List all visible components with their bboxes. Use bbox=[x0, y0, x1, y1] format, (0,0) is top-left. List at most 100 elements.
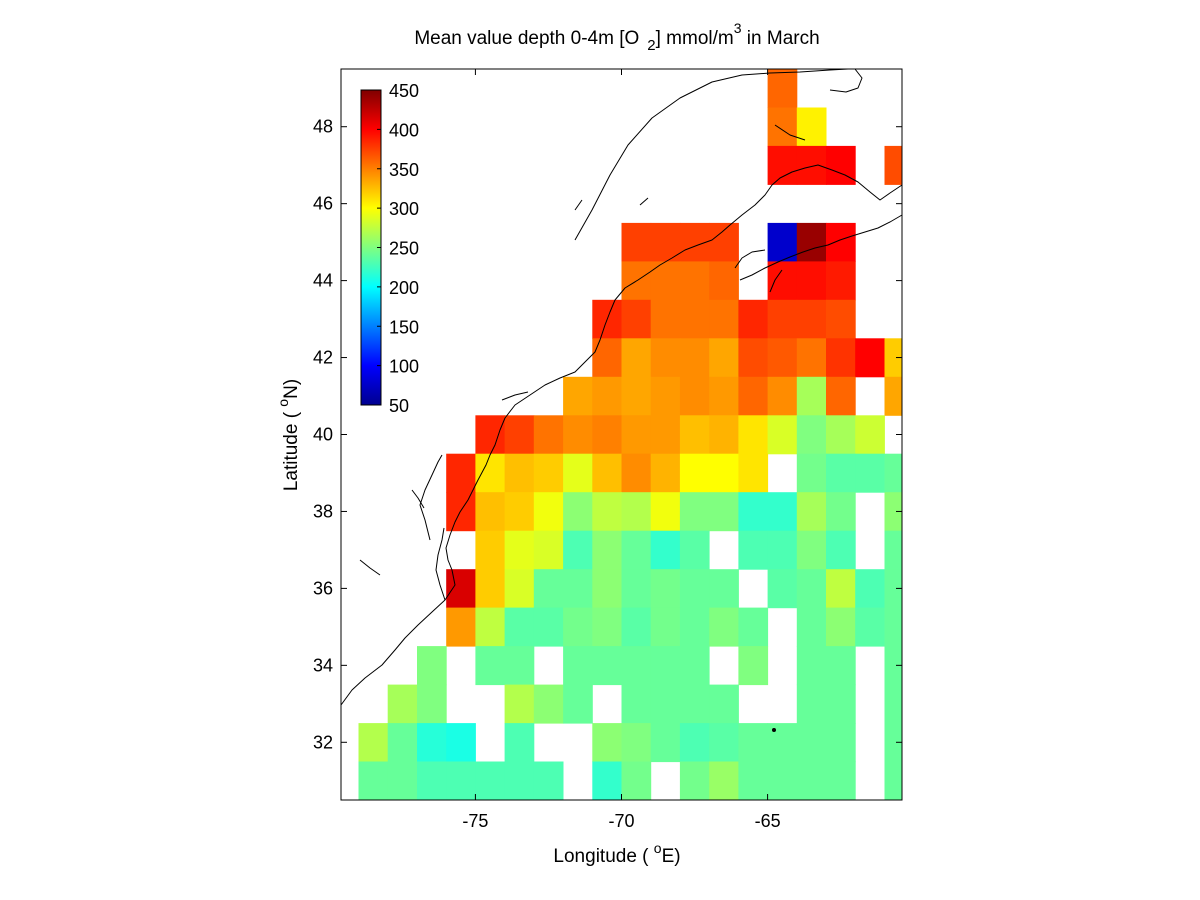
heatmap-cell bbox=[563, 607, 593, 647]
y-tick-label: 34 bbox=[313, 655, 333, 675]
heatmap-cell bbox=[738, 530, 769, 570]
heatmap-cell bbox=[826, 145, 856, 185]
chart-title: Mean value depth 0-4m [O 2] mmol/m3 in Ma… bbox=[414, 20, 819, 54]
heatmap-cell bbox=[796, 569, 827, 609]
heatmap-cell bbox=[884, 761, 903, 801]
heatmap-cell bbox=[563, 646, 593, 686]
colorbar-ticks: 50 100 150 200 250 300 350 400 450 bbox=[377, 81, 419, 416]
heatmap-cell bbox=[563, 684, 593, 724]
heatmap-cell bbox=[592, 569, 622, 609]
coastline-segment bbox=[359, 559, 381, 576]
y-tick-label: 44 bbox=[313, 271, 333, 291]
heatmap-cell bbox=[563, 415, 593, 455]
heatmap-cell bbox=[767, 415, 798, 455]
coastline-segment bbox=[829, 68, 863, 93]
heatmap-cell bbox=[446, 453, 476, 493]
colorbar-tick-label: 100 bbox=[389, 357, 419, 377]
heatmap-cell bbox=[533, 415, 564, 455]
heatmap-cell bbox=[738, 376, 769, 416]
y-tick-label: 48 bbox=[313, 117, 333, 137]
heatmap-cell bbox=[884, 376, 903, 416]
heatmap-cell bbox=[592, 376, 622, 416]
heatmap-cell bbox=[826, 569, 856, 609]
heatmap-cell bbox=[796, 684, 827, 724]
heatmap-cell bbox=[621, 453, 652, 493]
heatmap-cell bbox=[884, 723, 903, 763]
heatmap-cell bbox=[475, 453, 506, 493]
heatmap-cell bbox=[796, 107, 827, 147]
heatmap-cell bbox=[679, 492, 710, 532]
heatmap-cell bbox=[796, 492, 827, 532]
y-tick-label: 38 bbox=[313, 501, 333, 521]
heatmap-cell bbox=[796, 646, 827, 686]
heatmap-cell bbox=[738, 492, 769, 532]
colorbar-tick-label: 200 bbox=[389, 278, 419, 298]
y-tick-label: 32 bbox=[313, 732, 333, 752]
y-tick-label: 40 bbox=[313, 425, 333, 445]
coastline-segment bbox=[574, 68, 849, 241]
heatmap-cell bbox=[679, 761, 710, 801]
heatmap-cell bbox=[679, 261, 710, 301]
heatmap-cell bbox=[621, 530, 652, 570]
heatmap-cell bbox=[650, 607, 681, 647]
heatmap-cell bbox=[650, 530, 681, 570]
heatmap-cell bbox=[826, 338, 856, 378]
heatmap-cell bbox=[504, 761, 535, 801]
heatmap-cell bbox=[592, 646, 622, 686]
heatmap-cell bbox=[738, 299, 769, 339]
heatmap-cell bbox=[621, 492, 652, 532]
heatmap-cell bbox=[738, 646, 769, 686]
coastline-segment bbox=[774, 124, 806, 141]
heatmap-cell bbox=[738, 761, 769, 801]
heatmap-cell bbox=[709, 261, 739, 301]
heatmap-cell bbox=[475, 761, 506, 801]
coastline-segment bbox=[639, 197, 649, 206]
heatmap-cell bbox=[563, 376, 593, 416]
x-tick-label: -65 bbox=[755, 811, 781, 831]
heatmap-cell bbox=[679, 415, 710, 455]
heatmap-cell bbox=[767, 530, 798, 570]
island-bermuda bbox=[772, 728, 776, 732]
colorbar-tick-label: 350 bbox=[389, 160, 419, 180]
coastline-segment bbox=[419, 454, 443, 541]
heatmap-cell bbox=[679, 684, 710, 724]
heatmap-cell bbox=[504, 723, 535, 763]
heatmap-cell bbox=[621, 415, 652, 455]
heatmap-cell bbox=[592, 492, 622, 532]
heatmap-cell bbox=[826, 492, 856, 532]
heatmap-cell bbox=[884, 684, 903, 724]
y-tick-label: 46 bbox=[313, 194, 333, 214]
heatmap-cell bbox=[709, 569, 739, 609]
heatmap-cell bbox=[884, 145, 903, 185]
heatmap-cell bbox=[738, 415, 769, 455]
heatmap-cell bbox=[855, 338, 885, 378]
heatmap-cell bbox=[621, 761, 652, 801]
heatmap-cell bbox=[796, 338, 827, 378]
heatmap-cell bbox=[504, 492, 535, 532]
heatmap-cell bbox=[504, 607, 535, 647]
heatmap-cell bbox=[767, 261, 798, 301]
heatmap-cell bbox=[592, 338, 622, 378]
heatmap-cell bbox=[767, 723, 798, 763]
colorbar-tick-label: 150 bbox=[389, 317, 419, 337]
heatmap-cell bbox=[796, 761, 827, 801]
heatmap-cell bbox=[387, 684, 418, 724]
heatmap-cell bbox=[650, 684, 681, 724]
heatmap-cell bbox=[621, 299, 652, 339]
heatmap-cell bbox=[592, 453, 622, 493]
heatmap-cell bbox=[709, 684, 739, 724]
heatmap-cell bbox=[417, 684, 447, 724]
colorbar: 50 100 150 200 250 300 350 400 450 bbox=[360, 81, 419, 416]
heatmap-cell bbox=[533, 684, 564, 724]
heatmap-cell bbox=[826, 607, 856, 647]
heatmap-cell bbox=[563, 492, 593, 532]
coastline-segment bbox=[340, 164, 903, 706]
heatmap-cell bbox=[592, 761, 622, 801]
heatmap-cell bbox=[475, 492, 506, 532]
plot-area: -75 -70 -65 32 34 36 38 40 42 44 46 48 bbox=[313, 68, 903, 831]
heatmap-cell bbox=[621, 376, 652, 416]
heatmap-cell bbox=[446, 761, 476, 801]
x-tick-label: -70 bbox=[608, 811, 634, 831]
heatmap-cell bbox=[796, 607, 827, 647]
heatmap-cell bbox=[679, 299, 710, 339]
